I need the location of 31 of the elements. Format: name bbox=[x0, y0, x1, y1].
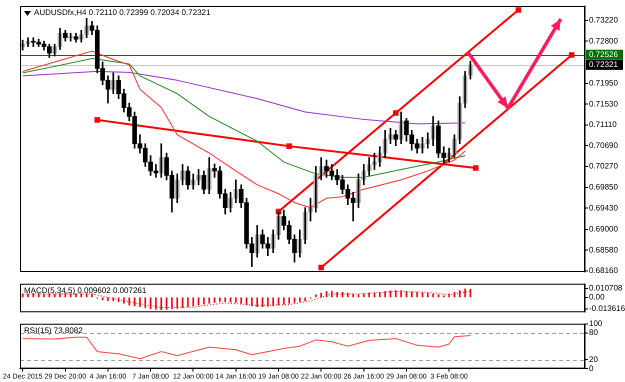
y-tick-label: -0.013616 bbox=[589, 304, 625, 314]
ref-line-label: 0.72321 bbox=[589, 60, 618, 70]
chart-title: RSI(15) 73.8082 bbox=[24, 326, 84, 336]
y-tick-label: 100 bbox=[589, 319, 603, 328]
y-tick-label: 0.71950 bbox=[589, 78, 618, 88]
y-tick-label: 20 bbox=[589, 354, 598, 364]
point bbox=[472, 165, 478, 171]
y-tick-label: 0.71530 bbox=[589, 99, 618, 108]
chart-title: AUDUSDfx,H4 0.72110 0.72399 0.72034 0.72321 bbox=[34, 8, 211, 18]
point bbox=[318, 264, 324, 270]
ref-line-label: 0.72526 bbox=[589, 50, 618, 59]
y-tick-label: 0.71110 bbox=[589, 120, 618, 130]
y-tick-label: 0.70690 bbox=[589, 140, 618, 150]
point bbox=[568, 52, 574, 58]
point bbox=[94, 117, 100, 123]
y-tick-label: 0.72800 bbox=[589, 36, 618, 46]
point bbox=[286, 143, 292, 149]
y-tick-label: 0.00 bbox=[589, 292, 606, 302]
y-tick-label: 0.010708 bbox=[589, 283, 623, 292]
y-tick-label: 0.68580 bbox=[589, 245, 618, 254]
y-tick-label: 0.69000 bbox=[589, 224, 618, 234]
y-tick-label: 0.69430 bbox=[589, 203, 618, 212]
point bbox=[393, 110, 399, 116]
y-tick-label: 0.73220 bbox=[589, 16, 618, 25]
y-tick-label: 0.70270 bbox=[589, 162, 618, 171]
chart-title: MACD(5,34,5) 0.009602 0.007261 bbox=[24, 286, 147, 296]
point bbox=[516, 7, 522, 13]
y-tick-label: 0.68160 bbox=[589, 266, 618, 276]
y-tick-label: 0 bbox=[589, 364, 594, 373]
y-tick-label: 0.69850 bbox=[589, 182, 618, 192]
y-tick-label: 80 bbox=[589, 328, 598, 337]
